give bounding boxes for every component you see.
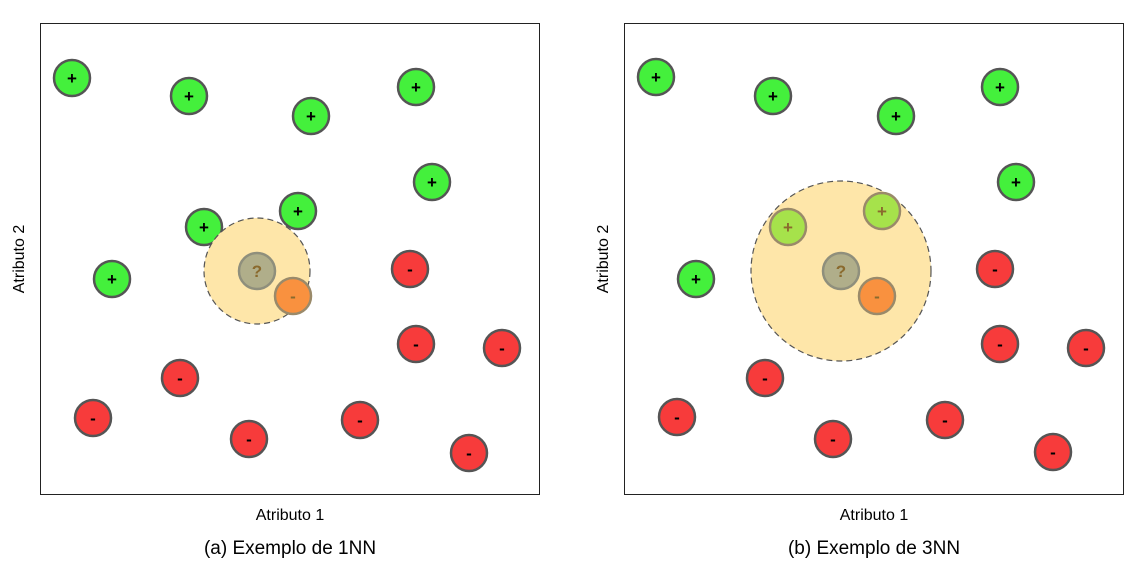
nearest-neighbor-point: - bbox=[857, 276, 897, 316]
positive-point: + bbox=[52, 58, 92, 98]
svg-text:-: - bbox=[830, 430, 836, 449]
svg-text:-: - bbox=[413, 335, 419, 354]
svg-text:-: - bbox=[674, 408, 680, 427]
negative-point: - bbox=[1033, 432, 1073, 472]
positive-point: + bbox=[753, 76, 793, 116]
positive-point: + bbox=[676, 259, 716, 299]
negative-point: - bbox=[1066, 328, 1106, 368]
svg-text:-: - bbox=[874, 287, 880, 306]
svg-text:+: + bbox=[651, 68, 661, 87]
negative-point: - bbox=[340, 400, 380, 440]
negative-point: - bbox=[73, 398, 113, 438]
negative-point: - bbox=[449, 433, 489, 473]
negative-point: - bbox=[396, 324, 436, 364]
panel-1nn: + + + + + + + + - - - - - - - - -? Atributo 2 Atributo 1… bbox=[11, 23, 540, 559]
svg-text:-: - bbox=[1050, 443, 1056, 462]
svg-text:-: - bbox=[1083, 339, 1089, 358]
svg-text:-: - bbox=[466, 444, 472, 463]
svg-text:+: + bbox=[67, 69, 77, 88]
positive-point: + bbox=[291, 96, 331, 136]
y-axis-label: Atributo 2 bbox=[595, 224, 612, 294]
svg-text:+: + bbox=[783, 218, 793, 237]
figure-caption: (a) Exemplo de 1NN bbox=[203, 538, 377, 559]
svg-text:+: + bbox=[995, 78, 1005, 97]
x-axis-label: Atributo 1 bbox=[255, 507, 325, 524]
svg-text:?: ? bbox=[836, 262, 846, 281]
positive-point: + bbox=[996, 162, 1036, 202]
positive-point: + bbox=[980, 67, 1020, 107]
nearest-neighbor-point: + bbox=[768, 207, 808, 247]
positive-point: + bbox=[169, 76, 209, 116]
negative-point: - bbox=[160, 358, 200, 398]
svg-text:-: - bbox=[762, 369, 768, 388]
svg-text:+: + bbox=[427, 173, 437, 192]
plot-area: + + + + + + - - - - - - - - + + -? bbox=[624, 23, 1124, 495]
positive-point: + bbox=[396, 67, 436, 107]
svg-text:+: + bbox=[411, 78, 421, 97]
svg-text:+: + bbox=[1011, 173, 1021, 192]
svg-text:+: + bbox=[768, 87, 778, 106]
positive-point: + bbox=[876, 96, 916, 136]
negative-point: - bbox=[925, 400, 965, 440]
svg-text:+: + bbox=[184, 87, 194, 106]
positive-point: + bbox=[278, 191, 318, 231]
svg-text:-: - bbox=[90, 409, 96, 428]
svg-text:+: + bbox=[107, 270, 117, 289]
svg-text:+: + bbox=[199, 218, 209, 237]
negative-point: - bbox=[975, 249, 1015, 289]
svg-text:-: - bbox=[992, 260, 998, 279]
x-axis-label: Atributo 1 bbox=[839, 507, 909, 524]
negative-point: - bbox=[745, 358, 785, 398]
positive-point: + bbox=[184, 207, 224, 247]
scatter-plot: + + + + + + + + - - - - - - - - -? bbox=[52, 58, 522, 473]
figure-caption: (b) Exemplo de 3NN bbox=[787, 538, 961, 559]
positive-point: + bbox=[92, 259, 132, 299]
svg-text:-: - bbox=[246, 430, 252, 449]
svg-text:+: + bbox=[877, 202, 887, 221]
svg-text:-: - bbox=[942, 411, 948, 430]
negative-point: - bbox=[229, 419, 269, 459]
svg-text:-: - bbox=[997, 335, 1003, 354]
query-point: ? bbox=[237, 251, 277, 291]
scatter-plot: + + + + + + - - - - - - - - + + -? bbox=[636, 57, 1106, 472]
svg-text:-: - bbox=[290, 287, 296, 306]
plot-area: + + + + + + + + - - - - - - - - -? bbox=[40, 23, 540, 495]
negative-point: - bbox=[657, 397, 697, 437]
panel-3nn: + + + + + + - - - - - - - - + + -? Atributo 2 Atributo 1… bbox=[584, 0, 1148, 574]
svg-text:-: - bbox=[177, 369, 183, 388]
svg-text:+: + bbox=[306, 107, 316, 126]
positive-point: + bbox=[636, 57, 676, 97]
y-axis-label: Atributo 2 bbox=[11, 224, 28, 294]
svg-text:+: + bbox=[891, 107, 901, 126]
query-point: ? bbox=[821, 251, 861, 291]
negative-point: - bbox=[482, 328, 522, 368]
positive-point: + bbox=[412, 162, 452, 202]
svg-text:-: - bbox=[499, 339, 505, 358]
svg-text:-: - bbox=[357, 411, 363, 430]
nearest-neighbor-point: + bbox=[862, 191, 902, 231]
svg-text:+: + bbox=[293, 202, 303, 221]
negative-point: - bbox=[980, 324, 1020, 364]
svg-text:?: ? bbox=[252, 262, 262, 281]
negative-point: - bbox=[390, 249, 430, 289]
svg-text:-: - bbox=[407, 260, 413, 279]
svg-text:+: + bbox=[691, 270, 701, 289]
nearest-neighbor-point: - bbox=[273, 276, 313, 316]
negative-point: - bbox=[813, 419, 853, 459]
